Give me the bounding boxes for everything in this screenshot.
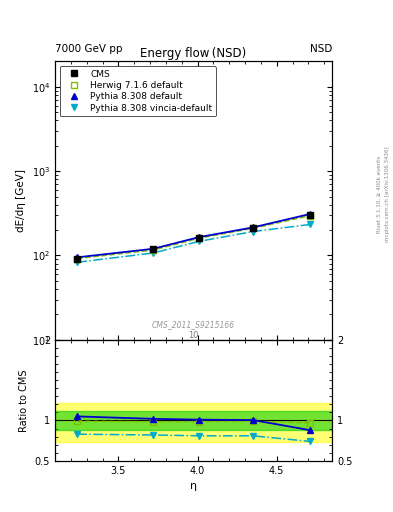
Line: Pythia 8.308 vincia-default: Pythia 8.308 vincia-default bbox=[74, 221, 313, 265]
Legend: CMS, Herwig 7.1.6 default, Pythia 8.308 default, Pythia 8.308 vincia-default: CMS, Herwig 7.1.6 default, Pythia 8.308 … bbox=[59, 66, 216, 116]
Pythia 8.308 default bbox=[308, 211, 312, 217]
Line: Herwig 7.1.6 default: Herwig 7.1.6 default bbox=[74, 212, 313, 262]
Text: mcplots.cern.ch [arXiv:1306.3436]: mcplots.cern.ch [arXiv:1306.3436] bbox=[385, 147, 389, 242]
Bar bbox=[55, 403, 332, 442]
Line: Pythia 8.308 default: Pythia 8.308 default bbox=[74, 211, 313, 261]
Herwig 7.1.6 default bbox=[308, 212, 312, 219]
Line: CMS: CMS bbox=[74, 211, 313, 262]
Text: CMS_2011_S9215166: CMS_2011_S9215166 bbox=[152, 319, 235, 329]
Herwig 7.1.6 default bbox=[75, 255, 79, 262]
Herwig 7.1.6 default bbox=[197, 235, 202, 241]
CMS bbox=[308, 211, 312, 218]
Pythia 8.308 vincia-default bbox=[197, 238, 202, 244]
Pythia 8.308 vincia-default bbox=[151, 250, 156, 256]
Y-axis label: Ratio to CMS: Ratio to CMS bbox=[19, 369, 29, 432]
CMS bbox=[151, 246, 156, 252]
Pythia 8.308 vincia-default bbox=[251, 228, 255, 234]
Pythia 8.308 default bbox=[151, 246, 156, 252]
Pythia 8.308 vincia-default bbox=[75, 259, 79, 265]
CMS bbox=[251, 225, 255, 231]
Text: 7000 GeV pp: 7000 GeV pp bbox=[55, 44, 123, 54]
Bar bbox=[55, 411, 332, 430]
Y-axis label: dE/dη [GeV]: dE/dη [GeV] bbox=[16, 169, 26, 232]
X-axis label: η: η bbox=[190, 481, 197, 491]
CMS bbox=[75, 256, 79, 262]
Text: NSD: NSD bbox=[310, 44, 332, 54]
CMS bbox=[197, 234, 202, 241]
Pythia 8.308 vincia-default bbox=[308, 221, 312, 227]
Pythia 8.308 default bbox=[197, 234, 202, 240]
Herwig 7.1.6 default bbox=[151, 247, 156, 253]
Text: Rivet 3.1.10, ≥ 400k events: Rivet 3.1.10, ≥ 400k events bbox=[377, 156, 382, 233]
Pythia 8.308 default bbox=[75, 254, 79, 261]
Pythia 8.308 default bbox=[251, 224, 255, 230]
Title: Energy flow (NSD): Energy flow (NSD) bbox=[140, 47, 247, 60]
Herwig 7.1.6 default bbox=[251, 225, 255, 231]
Text: 10: 10 bbox=[188, 331, 199, 340]
